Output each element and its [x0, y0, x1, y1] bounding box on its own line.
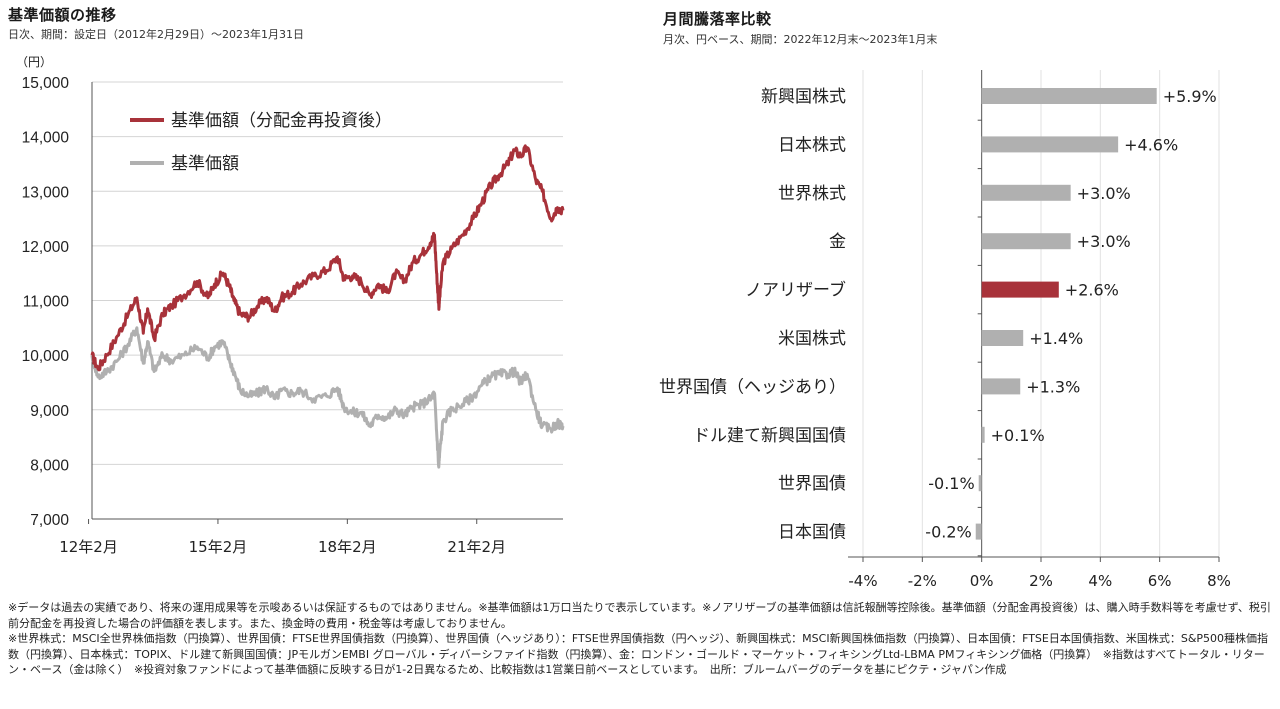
data-label: +3.0%	[1077, 184, 1131, 203]
data-label: +5.9%	[1163, 87, 1217, 106]
y-tick-label: 12,000	[22, 239, 70, 256]
x-tick-label: 18年2月	[318, 538, 377, 556]
category-label: 米国株式	[778, 329, 846, 349]
y-tick-label: 10,000	[22, 348, 70, 365]
category-label: 世界国債（ヘッジあり）	[659, 377, 846, 397]
category-label: 新興国株式	[761, 87, 846, 107]
y-tick-label: 8,000	[30, 457, 69, 474]
category-label: 日本国債	[778, 523, 846, 543]
x-tick-label: -2%	[908, 572, 937, 590]
bar	[981, 233, 1071, 250]
y-tick-label: 13,000	[22, 184, 70, 201]
legend-label: 基準価額（分配金再投資後）	[171, 111, 392, 131]
x-tick-label: -4%	[848, 572, 877, 590]
bar	[978, 475, 982, 492]
category-label: 金	[829, 232, 846, 252]
x-tick-label: 2%	[1029, 572, 1053, 590]
y-tick-label: 14,000	[22, 130, 70, 147]
category-label: ドル建て新興国国債	[693, 426, 846, 446]
x-tick-label: 8%	[1207, 572, 1231, 590]
x-tick-label: 4%	[1088, 572, 1112, 590]
legend-label: 基準価額	[171, 154, 239, 174]
category-label: ノアリザーブ	[745, 280, 846, 301]
bar	[981, 426, 985, 443]
category-label: 世界株式	[778, 184, 846, 204]
data-label: +4.6%	[1124, 135, 1178, 154]
x-tick-label: 6%	[1148, 572, 1172, 590]
monthly-return-bar-chart: -4% -2% 0% 2% 4% 6% 8% 新興国株式 +5.9% 日本株式 +4.6% 世界株式 +…	[659, 70, 1231, 590]
category-label: 世界国債	[778, 474, 846, 494]
right-chart-title: 月間騰落率比較	[663, 10, 772, 28]
data-label: +1.4%	[1029, 329, 1083, 348]
left-chart-subtitle: 日次、期間：設定日（2012年2月29日）～2023年1月31日	[8, 28, 304, 41]
series-line-nav	[90, 326, 565, 469]
nav-line-chart: 7,000 8,000 9,000 10,000 11,000 12,000 13,000 1…	[16, 55, 565, 556]
data-label: +3.0%	[1077, 232, 1131, 251]
data-label: +1.3%	[1026, 377, 1080, 396]
left-chart-title: 基準価額の推移	[8, 6, 117, 24]
bar	[981, 184, 1071, 201]
bar	[981, 378, 1021, 395]
y-tick-label: 7,000	[30, 512, 69, 529]
x-tick-label: 12年2月	[59, 538, 118, 556]
series-line-reinvested	[90, 144, 565, 372]
y-tick-label: 11,000	[23, 294, 70, 311]
bar	[981, 281, 1059, 298]
data-label: +0.1%	[991, 426, 1045, 445]
x-tick-label: 15年2月	[189, 538, 248, 556]
bar	[981, 88, 1157, 104]
footnote-2: ※世界株式：MSCI全世界株価指数（円換算）、世界国債：FTSE世界国債指数（円…	[8, 632, 1269, 676]
right-chart-subtitle: 月次、円ベース、期間：2022年12月末～2023年1月末	[663, 33, 938, 46]
footnote-1: ※データは過去の実績であり、将来の運用成果等を示唆あるいは保証するものではありま…	[8, 601, 1271, 630]
bar	[981, 136, 1119, 153]
y-axis-unit: （円）	[16, 55, 52, 69]
data-label: -0.2%	[925, 523, 971, 542]
y-tick-label: 9,000	[30, 403, 69, 420]
category-label: 日本株式	[778, 135, 846, 155]
bar	[981, 330, 1024, 346]
bar	[975, 523, 982, 540]
x-tick-label: 0%	[970, 572, 994, 590]
data-label: -0.1%	[928, 474, 974, 493]
y-tick-label: 15,000	[22, 75, 70, 92]
data-label: +2.6%	[1065, 281, 1119, 300]
x-tick-label: 21年2月	[447, 538, 506, 556]
footnotes: ※データは過去の実績であり、将来の運用成果等を示唆あるいは保証するものではありま…	[8, 600, 1274, 678]
